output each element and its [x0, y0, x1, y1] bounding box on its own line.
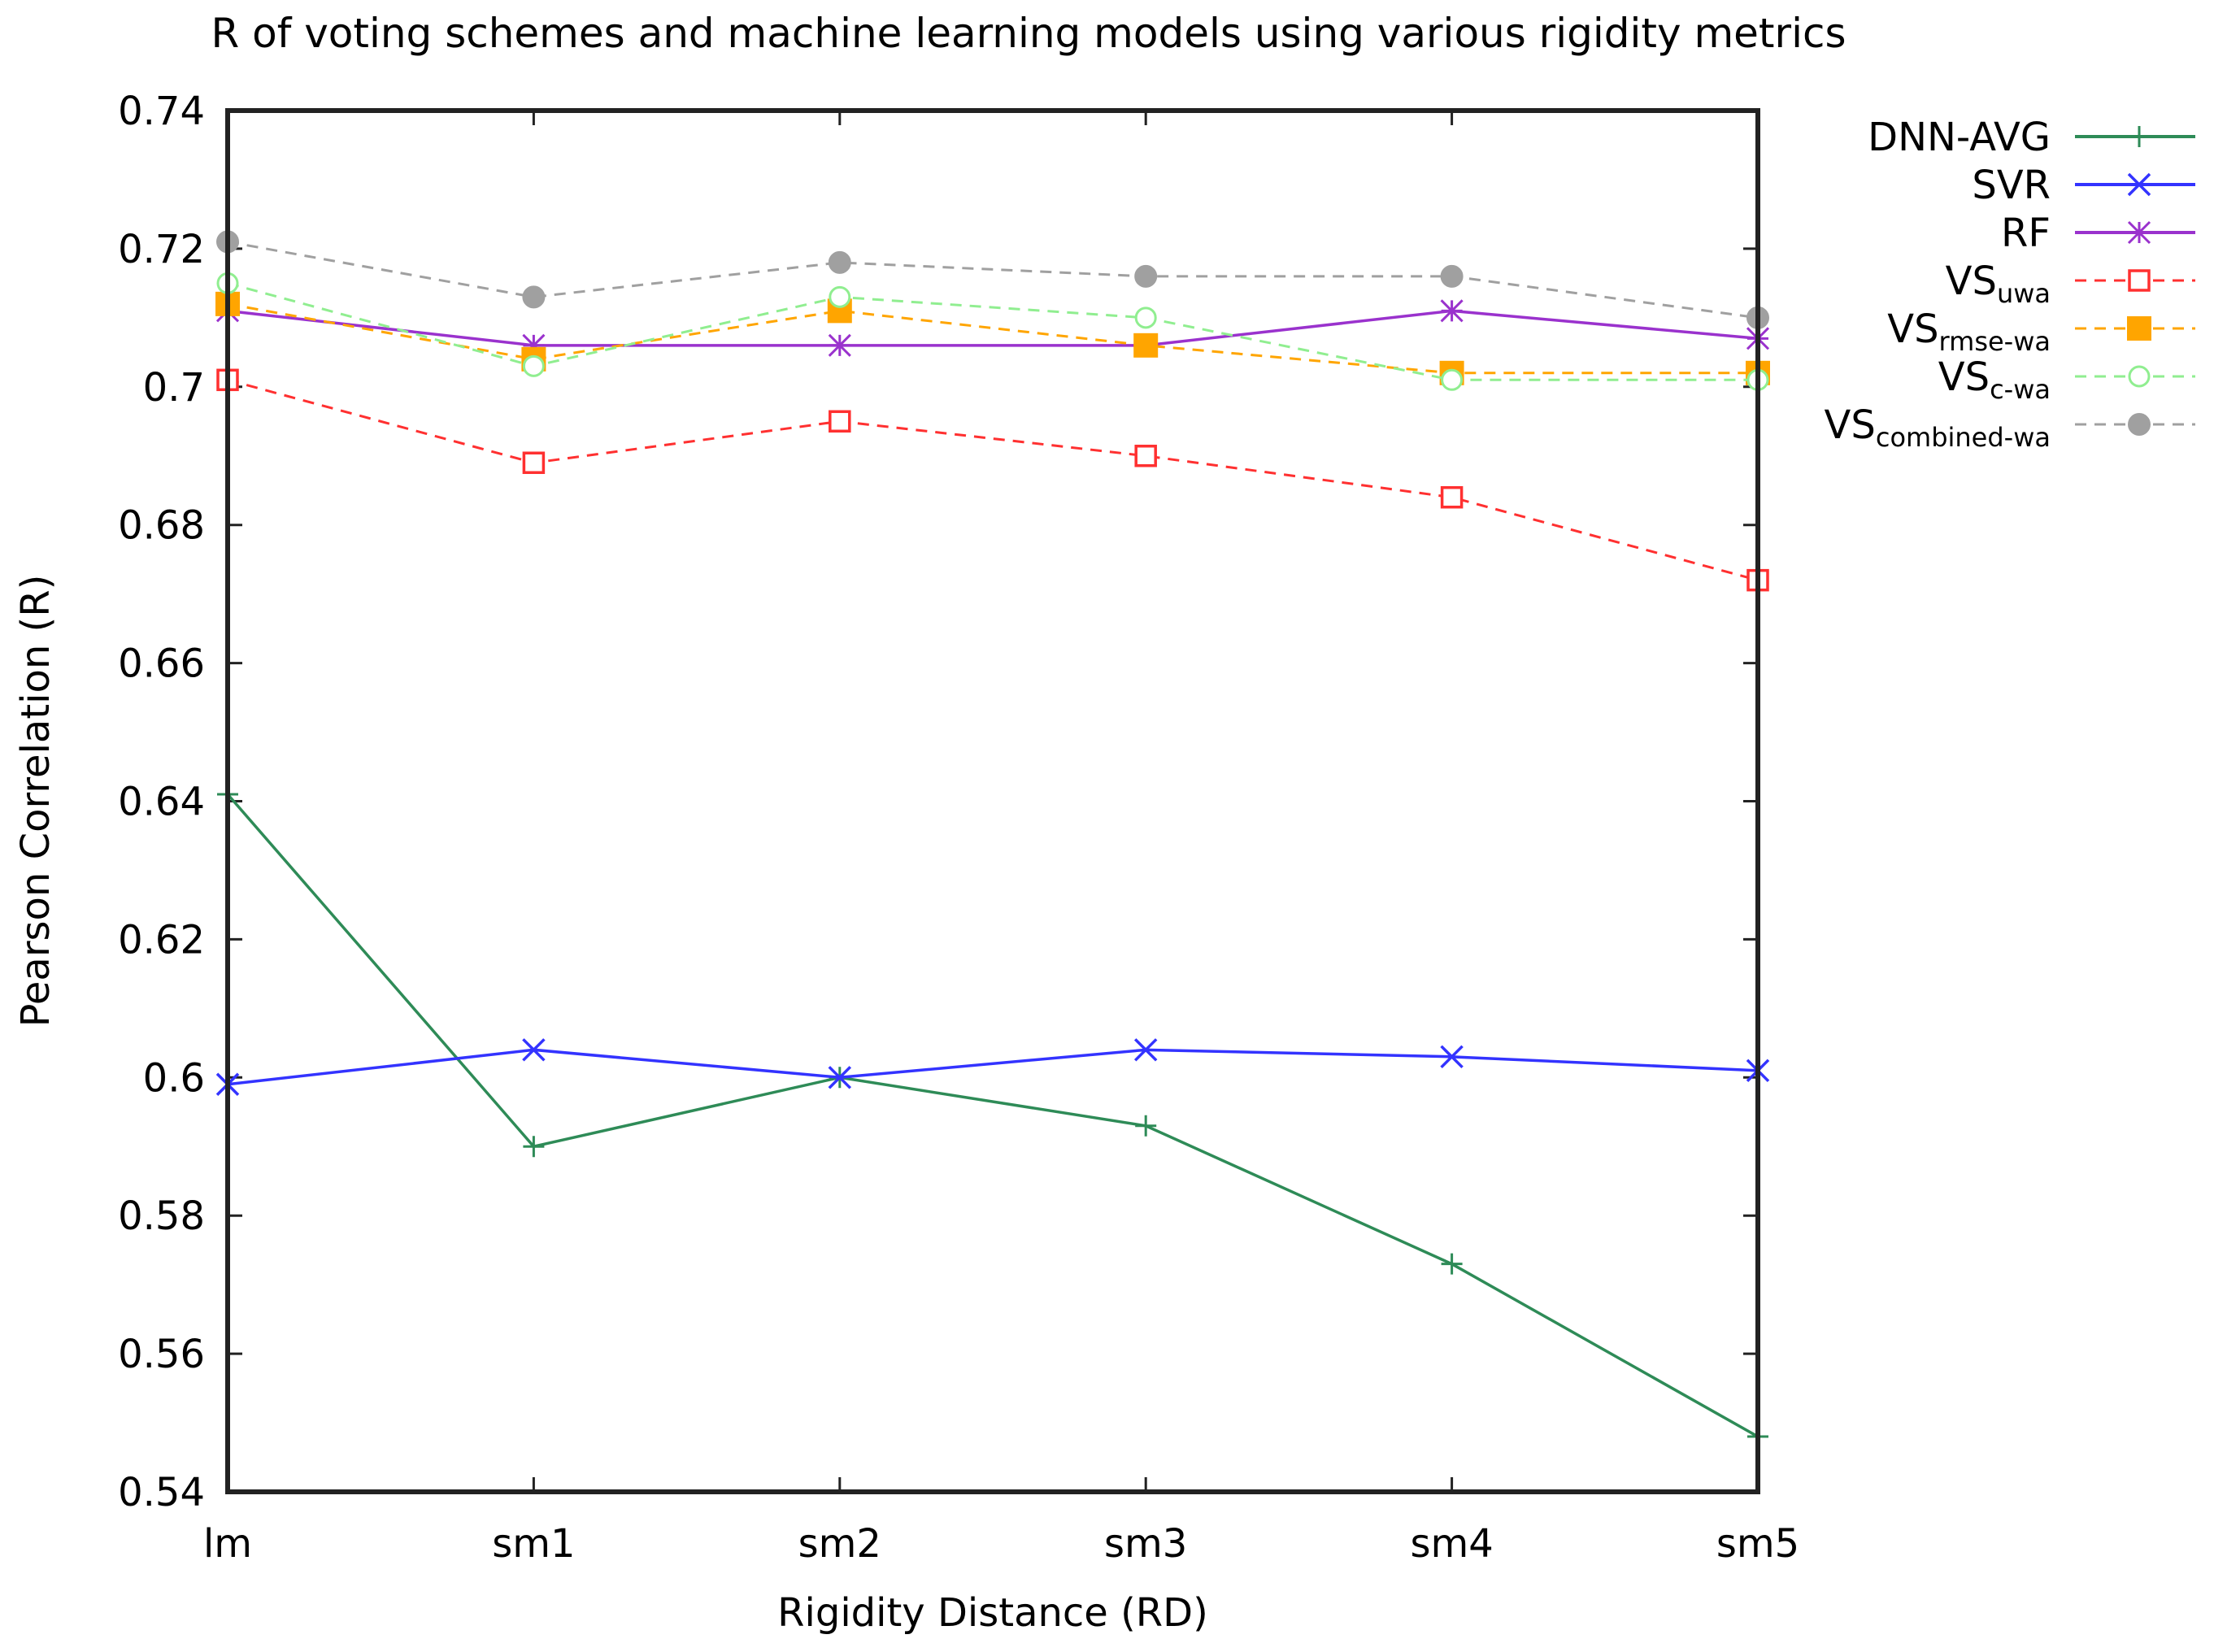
legend-item: DNN-AVG: [1868, 115, 2195, 160]
data-point: [829, 285, 851, 308]
legend-label-sub: c-wa: [1990, 374, 2051, 405]
data-point: [1134, 264, 1158, 288]
y-tick-label: 0.72: [118, 227, 205, 272]
legend-marker: [2127, 172, 2151, 197]
legend-label: VSuwa: [1946, 259, 2051, 309]
legend-item: SVR: [1972, 163, 2195, 208]
data-point: [522, 451, 546, 474]
data-point: [828, 333, 851, 357]
y-tick-label: 0.64: [118, 780, 205, 825]
series-dnn-avg: [217, 784, 1768, 1448]
legend-item: VSrmse-wa: [1887, 306, 2195, 357]
data-point: [1135, 1115, 1157, 1137]
y-tick-label: 0.6: [143, 1055, 205, 1101]
legend-label-sub: combined-wa: [1876, 422, 2051, 453]
x-axis: lm sm1 sm2 sm3 sm4 sm5: [203, 111, 1799, 1567]
legend-label-main: VS: [1825, 402, 1876, 448]
series-svr: [215, 1038, 1770, 1097]
data-point: [828, 250, 851, 274]
y-tick-label: 0.66: [118, 641, 205, 687]
legend-label-main: VS: [1938, 354, 1990, 400]
legend-marker: [2128, 365, 2151, 388]
legend-item: VScombined-wa: [1825, 402, 2195, 453]
legend-label-sub: uwa: [1997, 278, 2051, 309]
legend-label: VScombined-wa: [1825, 402, 2051, 453]
legend-label-main: VS: [1946, 259, 1997, 304]
data-point: [1133, 333, 1159, 358]
legend-label-main: SVR: [1972, 163, 2051, 208]
legend-label-main: DNN-AVG: [1868, 115, 2051, 160]
series-line: [226, 793, 1759, 1438]
series-line: [227, 378, 1759, 582]
x-tick-label: lm: [203, 1521, 252, 1567]
data-point: [1134, 306, 1157, 329]
y-tick-label: 0.62: [118, 917, 205, 963]
data-point: [1441, 1253, 1463, 1275]
y-axis-label: Pearson Correlation (R): [13, 575, 59, 1028]
x-tick-label: sm1: [492, 1521, 575, 1567]
data-point: [522, 285, 546, 309]
series-line: [227, 302, 1758, 375]
y-tick-label: 0.56: [118, 1332, 205, 1377]
legend-label-main: VS: [1887, 306, 1938, 352]
legend-label: RF: [2001, 211, 2051, 256]
data-point: [1440, 264, 1464, 288]
data-point: [523, 1136, 545, 1158]
series-line: [227, 1048, 1759, 1086]
series-line: [227, 240, 1759, 320]
series-vs-combined-wa: [216, 230, 1769, 329]
y-tick-label: 0.58: [118, 1193, 205, 1239]
legend-label-main: RF: [2001, 211, 2051, 256]
legend-label-sub: rmse-wa: [1939, 326, 2051, 357]
data-point: [1440, 299, 1464, 323]
y-tick-label: 0.7: [143, 365, 205, 411]
x-tick-label: sm3: [1104, 1521, 1187, 1567]
series-rf: [215, 299, 1770, 357]
legend-label: DNN-AVG: [1868, 115, 2051, 160]
legend-marker: [2129, 126, 2150, 147]
x-tick-label: sm2: [798, 1521, 881, 1567]
data-point: [1441, 368, 1464, 391]
plot-area: [215, 230, 1770, 1448]
y-tick-label: 0.74: [118, 89, 205, 134]
data-point: [1440, 1045, 1464, 1069]
y-tick-label: 0.54: [118, 1470, 205, 1515]
data-point: [829, 410, 851, 433]
legend-item: VSc-wa: [1938, 354, 2195, 405]
legend-marker: [2128, 413, 2151, 436]
data-point: [1440, 485, 1464, 509]
x-axis-label: Rigidity Distance (RD): [777, 1590, 1208, 1636]
data-point: [828, 1066, 852, 1089]
legend-label: SVR: [1972, 163, 2051, 208]
data-point: [522, 354, 545, 377]
data-point: [522, 333, 546, 357]
x-tick-label: sm5: [1716, 1521, 1799, 1567]
data-point: [1133, 1038, 1158, 1062]
series-vs-c-wa: [216, 272, 1769, 391]
series-line: [227, 281, 1758, 381]
legend: DNN-AVGSVRRFVSuwaVSrmse-waVSc-waVScombin…: [1825, 115, 2195, 453]
legend-item: VSuwa: [1946, 259, 2195, 309]
plot-frame: [225, 108, 1760, 1494]
y-tick-label: 0.68: [118, 503, 205, 549]
series-vs-uwa: [216, 368, 1769, 592]
y-axis: 0.54 0.56 0.58 0.6 0.62 0.64 0.66 0.68 0.7 0.72 0.…: [118, 89, 1758, 1515]
data-point: [522, 1038, 546, 1062]
legend-item: RF: [2001, 211, 2195, 256]
legend-marker: [2128, 269, 2151, 292]
data-point: [1134, 445, 1157, 467]
legend-label: VSrmse-wa: [1887, 306, 2051, 357]
legend-label: VSc-wa: [1938, 354, 2051, 405]
chart-title: R of voting schemes and machine learning…: [211, 10, 1846, 57]
x-tick-label: sm4: [1410, 1521, 1493, 1567]
legend-marker: [2127, 220, 2151, 245]
legend-marker: [2127, 316, 2151, 341]
series-line: [227, 309, 1759, 347]
